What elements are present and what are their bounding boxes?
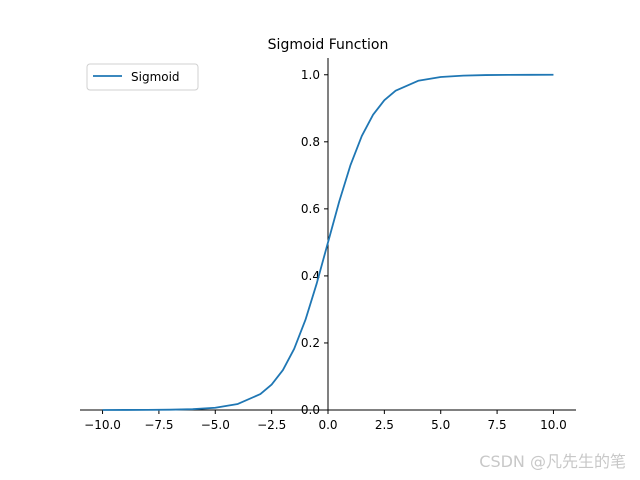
y-tick-label: 0.8 — [301, 135, 320, 149]
y-ticks: 0.0 0.2 0.4 0.6 0.8 1.0 — [301, 68, 328, 417]
x-tick-label: −7.5 — [144, 418, 173, 432]
legend: Sigmoid — [86, 63, 199, 91]
legend-label-sigmoid: Sigmoid — [131, 70, 180, 84]
x-ticks: −10.0 −7.5 −5.0 −2.5 0.0 2.5 5.0 7.5 10.0 — [84, 410, 567, 432]
chart-title: Sigmoid Function — [268, 37, 389, 53]
y-tick-label: 0.0 — [301, 403, 320, 417]
y-tick-label: 0.4 — [301, 269, 320, 283]
x-tick-label: −5.0 — [201, 418, 230, 432]
axes — [80, 58, 576, 411]
x-tick-label: 10.0 — [540, 418, 567, 432]
y-tick-label: 0.2 — [301, 336, 320, 350]
series-line-sigmoid — [102, 73, 554, 411]
y-tick-label: 1.0 — [301, 68, 320, 82]
x-tick-label: 7.5 — [488, 418, 507, 432]
y-tick-label: 0.6 — [301, 202, 320, 216]
x-tick-label: −10.0 — [84, 418, 121, 432]
plot-area — [102, 73, 554, 411]
x-tick-label: 2.5 — [375, 418, 394, 432]
watermark: CSDN @凡先生的笔 — [479, 452, 626, 471]
legend-box — [86, 63, 199, 91]
x-tick-label: 5.0 — [431, 418, 450, 432]
x-tick-label: −2.5 — [257, 418, 286, 432]
x-tick-label: 0.0 — [318, 418, 337, 432]
